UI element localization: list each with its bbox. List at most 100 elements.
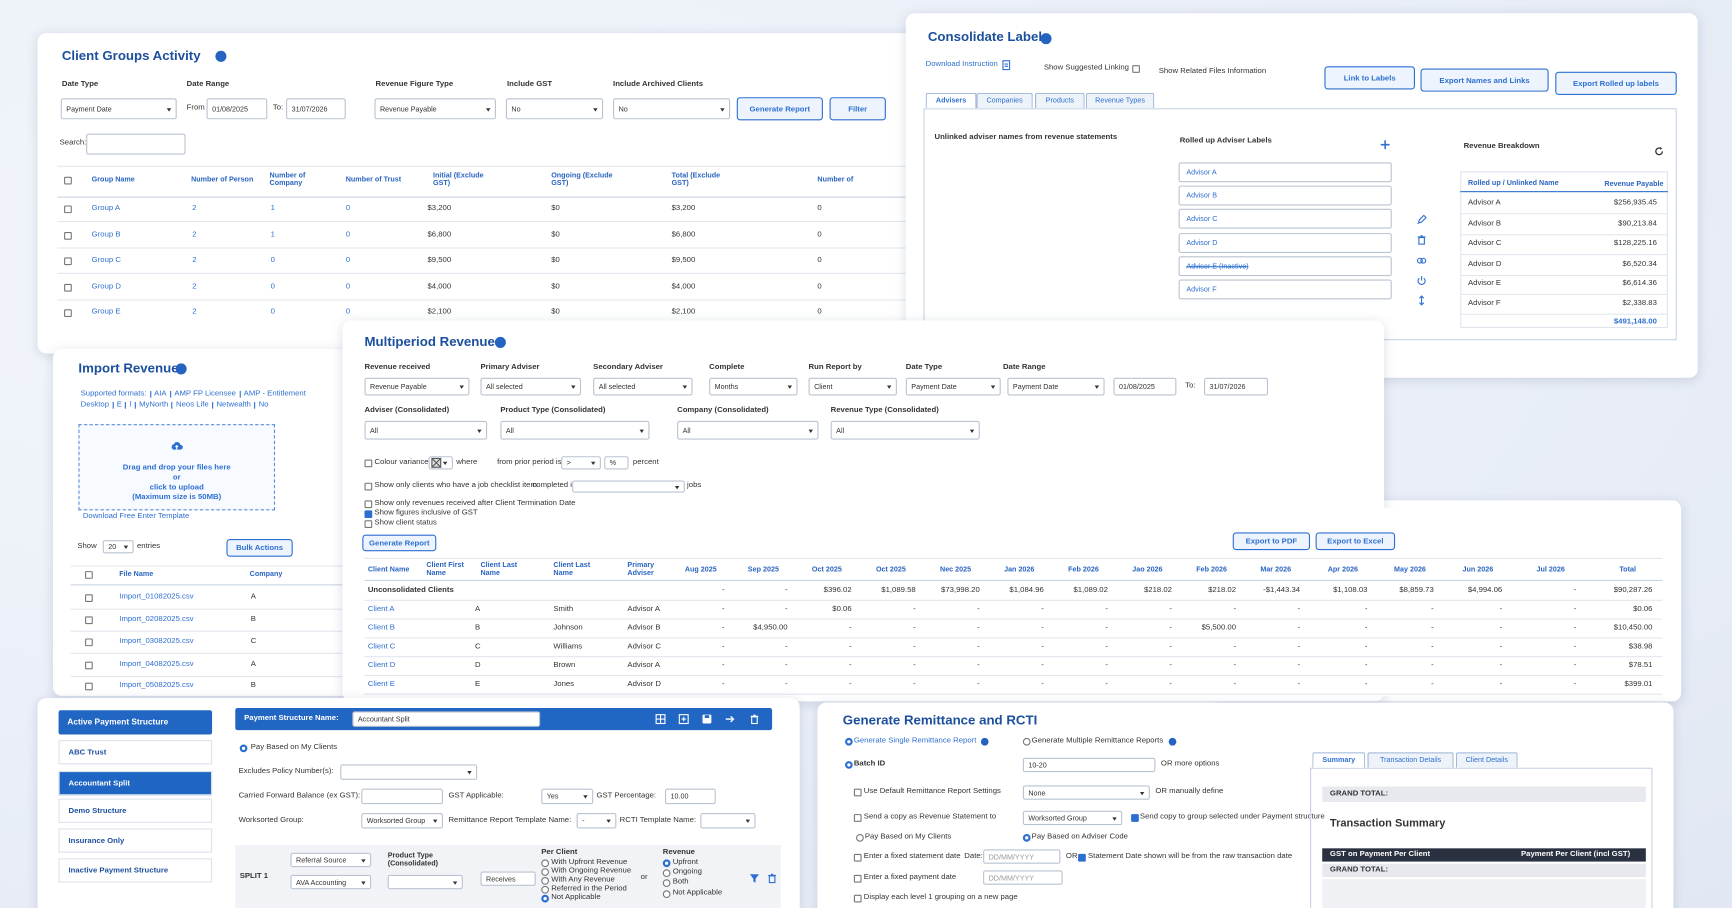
icon[interactable] — [1416, 214, 1427, 225]
tab[interactable]: Client Details — [1455, 752, 1518, 768]
checkbox[interactable] — [364, 499, 373, 508]
select[interactable]: Payment Date — [1007, 377, 1105, 396]
sidebar-item[interactable]: Inactive Payment Structure — [58, 858, 213, 883]
icon[interactable] — [678, 714, 689, 725]
icon[interactable] — [1380, 139, 1391, 150]
dropzone[interactable] — [78, 424, 276, 511]
radio[interactable] — [541, 876, 549, 885]
input[interactable]: 10.00 — [664, 788, 716, 805]
button[interactable]: Filter — [829, 97, 886, 121]
button[interactable]: Link to Labels — [1324, 66, 1415, 90]
select[interactable] — [340, 764, 478, 780]
radio[interactable] — [662, 878, 671, 887]
select[interactable]: No — [505, 98, 604, 120]
select[interactable] — [700, 812, 756, 829]
tab[interactable]: Products — [1035, 92, 1085, 109]
icon[interactable] — [1416, 234, 1427, 245]
input[interactable]: DD/MM/YYYY — [983, 849, 1061, 864]
checkbox[interactable] — [1131, 813, 1139, 822]
icon[interactable] — [1654, 146, 1665, 157]
tab[interactable]: Summary — [1312, 752, 1366, 768]
tab[interactable]: Transaction Details — [1367, 752, 1454, 768]
select[interactable]: Revenue Payable — [364, 377, 470, 396]
input[interactable]: 10-20 — [1022, 757, 1156, 773]
checkbox[interactable] — [85, 637, 93, 646]
sidebar-item[interactable]: ABC Trust — [58, 740, 213, 765]
icon[interactable] — [1416, 275, 1427, 286]
radio[interactable] — [662, 858, 671, 867]
button[interactable]: Bulk Actions — [226, 539, 293, 557]
sidebar-item[interactable]: Demo Structure — [58, 798, 213, 823]
icon[interactable] — [1416, 295, 1427, 306]
radio[interactable] — [541, 858, 549, 867]
checkbox[interactable] — [64, 176, 72, 184]
input[interactable]: 31/07/2026 — [286, 98, 346, 120]
select[interactable]: All — [500, 420, 650, 440]
tab[interactable]: Advisers — [925, 92, 977, 109]
checkbox[interactable] — [85, 661, 93, 669]
select[interactable]: Yes — [541, 788, 594, 805]
checkbox[interactable] — [1132, 64, 1140, 73]
select[interactable]: - — [576, 812, 617, 829]
select[interactable]: > — [561, 456, 601, 470]
radio[interactable] — [541, 867, 549, 876]
radio[interactable] — [662, 868, 671, 877]
checkbox[interactable] — [64, 283, 72, 292]
radio[interactable] — [239, 743, 248, 752]
select[interactable]: None — [1022, 785, 1150, 800]
select[interactable]: Payment Date — [60, 98, 177, 120]
button[interactable]: Generate Report — [362, 534, 437, 552]
checkbox[interactable] — [853, 853, 862, 862]
icon[interactable] — [655, 714, 666, 725]
radio[interactable] — [845, 737, 853, 746]
select[interactable]: AVA Accounting — [290, 874, 372, 890]
select[interactable]: Referral Source — [290, 852, 372, 868]
icon[interactable] — [767, 873, 778, 884]
select[interactable] — [572, 480, 685, 493]
input[interactable]: Receives — [480, 871, 536, 886]
checkbox[interactable] — [64, 256, 72, 265]
select[interactable]: Months — [709, 377, 798, 396]
button[interactable]: Export Rolled up labels — [1555, 71, 1677, 95]
button[interactable]: Export to Excel — [1315, 532, 1396, 551]
label-item[interactable]: Advisor F — [1178, 279, 1392, 300]
input[interactable]: % — [604, 456, 629, 470]
checkbox[interactable] — [64, 308, 72, 317]
checkbox[interactable] — [85, 593, 93, 602]
label-item[interactable]: Advisor B — [1178, 185, 1392, 206]
icon[interactable] — [749, 873, 760, 884]
select[interactable]: Client — [808, 377, 897, 396]
icon[interactable] — [701, 714, 712, 725]
checkbox[interactable] — [853, 788, 862, 796]
tab[interactable]: Companies — [976, 92, 1033, 109]
select[interactable]: 20 — [102, 540, 134, 554]
sidebar-item[interactable]: Accountant Split — [58, 771, 213, 796]
checkbox[interactable] — [364, 519, 373, 528]
select[interactable] — [387, 874, 463, 890]
label-item[interactable]: Advisor E (Inactive) — [1178, 256, 1392, 277]
radio[interactable] — [1022, 833, 1031, 842]
label-item[interactable]: Advisor A — [1178, 162, 1392, 183]
search-input[interactable] — [86, 133, 186, 155]
select[interactable]: Revenue Payable — [374, 98, 496, 120]
select[interactable]: All — [364, 420, 488, 440]
checkbox[interactable] — [853, 894, 862, 902]
icon[interactable] — [1001, 60, 1012, 71]
radio[interactable] — [845, 760, 853, 769]
button[interactable]: Export to PDF — [1232, 532, 1311, 551]
input[interactable]: 31/07/2026 — [1204, 377, 1269, 396]
label-item[interactable]: Advisor D — [1178, 233, 1392, 253]
icon[interactable] — [725, 714, 736, 725]
select[interactable]: Worksorted Group — [361, 812, 443, 829]
radio[interactable] — [1022, 737, 1031, 746]
checkbox[interactable] — [85, 615, 93, 624]
input[interactable] — [361, 788, 443, 805]
checkbox[interactable] — [64, 231, 72, 240]
tab[interactable]: Revenue Types — [1085, 92, 1155, 109]
input[interactable]: DD/MM/YYYY — [983, 870, 1063, 885]
radio[interactable] — [541, 885, 549, 894]
select[interactable]: No — [613, 98, 731, 120]
select[interactable]: Payment Date — [905, 377, 1001, 396]
sidebar-item[interactable]: Insurance Only — [58, 828, 213, 853]
select[interactable]: All — [677, 420, 819, 440]
